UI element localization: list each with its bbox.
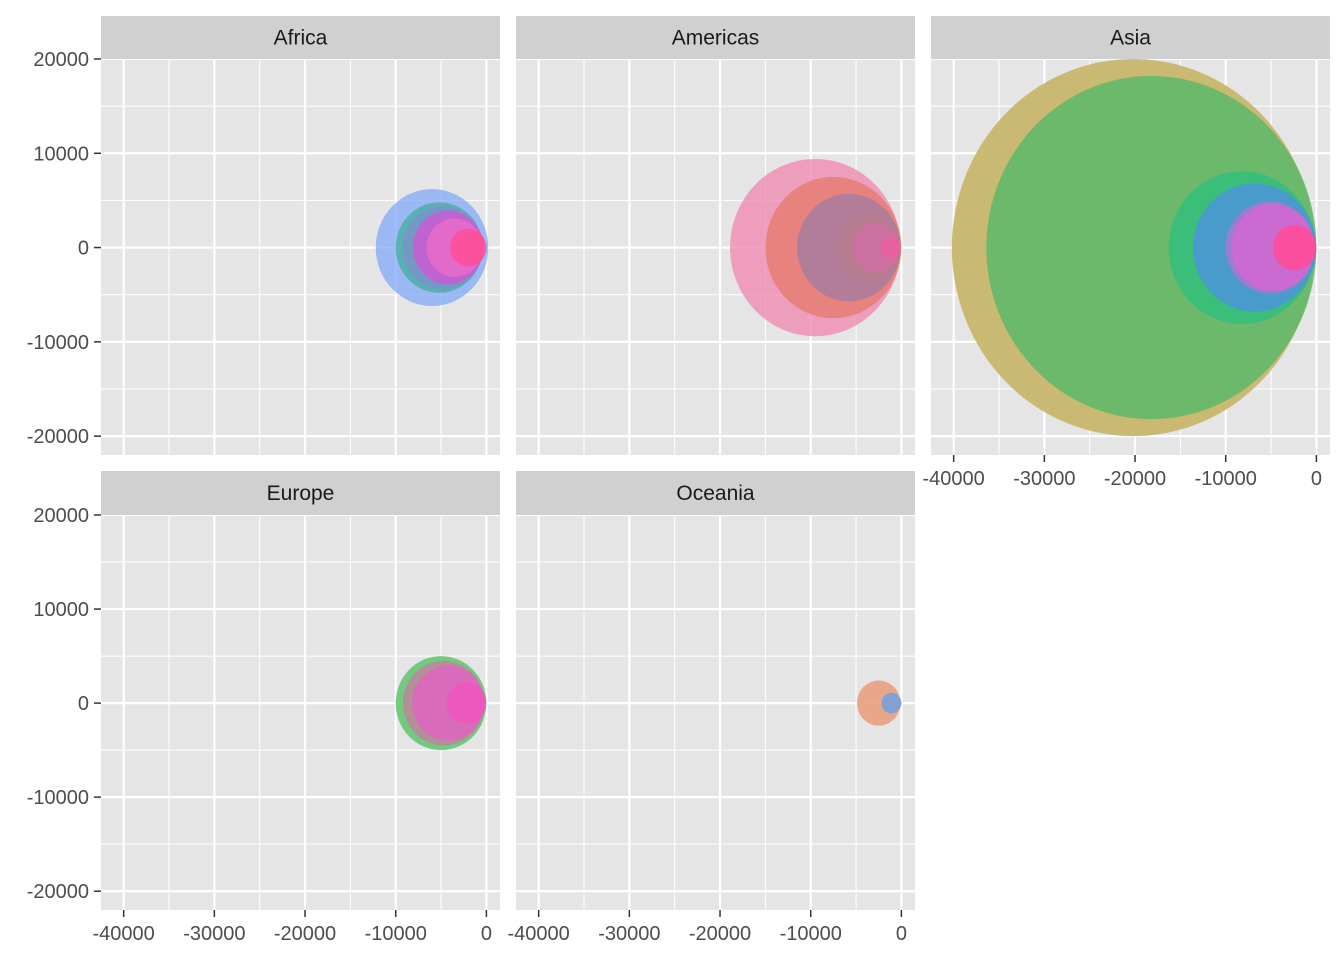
y-axis-tick-label: 20000 xyxy=(33,505,89,527)
y-axis-tick-label: 20000 xyxy=(33,49,89,71)
facet-strip-americas xyxy=(516,16,915,59)
bubble-point xyxy=(446,682,487,724)
facet-strip-europe xyxy=(101,471,500,515)
bubble-layer xyxy=(395,656,487,751)
x-axis-tick-label: -10000 xyxy=(1195,468,1257,490)
y-axis-tick-label: -10000 xyxy=(27,332,89,354)
x-axis-tick-label: -40000 xyxy=(93,923,155,945)
bubble-point xyxy=(881,692,902,714)
x-axis-tick-label: -10000 xyxy=(780,923,842,945)
bubble-point xyxy=(450,228,487,267)
grid-lines xyxy=(516,515,915,910)
y-axis-tick-label: 10000 xyxy=(33,143,89,165)
bubble-layer xyxy=(856,680,902,726)
x-axis-tick-label: -40000 xyxy=(923,468,985,490)
plot-panel-background xyxy=(516,515,915,910)
facet-strip-label: Europe xyxy=(267,482,335,505)
facet-strip-label: Americas xyxy=(672,27,760,50)
bubble-point xyxy=(986,75,1317,420)
y-axis-tick-label: 10000 xyxy=(33,599,89,621)
facet-panel-americas: Americas xyxy=(516,16,915,455)
y-axis-tick-label: -20000 xyxy=(27,426,89,448)
bubble-layer xyxy=(951,59,1317,437)
x-axis-tick-label: -20000 xyxy=(1104,468,1166,490)
bubble-point xyxy=(1272,224,1317,271)
grid-lines xyxy=(101,515,500,910)
x-axis-tick-label: 0 xyxy=(481,923,492,945)
bubble-layer xyxy=(730,158,902,337)
facet-panel-oceania: Oceania -40000 -30000 -20000 -10000 0 xyxy=(508,471,915,945)
facet-strip-label: Africa xyxy=(274,27,328,50)
facet-panel-africa: Africa 20000 10000 0 -10000 -20000 xyxy=(27,16,500,455)
x-axis-tick-label: -30000 xyxy=(1013,468,1075,490)
bubble-point xyxy=(852,223,900,273)
facet-strip-label: Oceania xyxy=(676,482,755,505)
x-axis-tick-label: 0 xyxy=(896,923,907,945)
facet-strip-africa xyxy=(101,16,500,59)
x-axis-tick-label: 0 xyxy=(1311,468,1322,490)
x-axis-tick-label: -40000 xyxy=(508,923,570,945)
x-axis-tick-label: -20000 xyxy=(689,923,751,945)
y-axis-tick-label: 0 xyxy=(78,693,89,715)
bubble-point xyxy=(880,237,901,258)
facet-strip-oceania xyxy=(516,471,915,515)
y-axis-tick-label: 0 xyxy=(78,238,89,260)
x-axis-tick-label: -10000 xyxy=(365,923,427,945)
y-axis-tick-label: -20000 xyxy=(27,881,89,903)
bubble-layer xyxy=(375,189,489,307)
y-axis-tick-label: -10000 xyxy=(27,787,89,809)
x-axis-tick-label: -30000 xyxy=(183,923,245,945)
facet-strip-asia xyxy=(931,16,1330,59)
x-axis-tick-label: -20000 xyxy=(274,923,336,945)
x-axis-tick-label: -30000 xyxy=(598,923,660,945)
facet-panel-asia: Asia -40000 -30000 -20000 -10000 0 xyxy=(923,16,1330,490)
bubble-point xyxy=(856,680,901,726)
facet-strip-label: Asia xyxy=(1110,27,1151,50)
